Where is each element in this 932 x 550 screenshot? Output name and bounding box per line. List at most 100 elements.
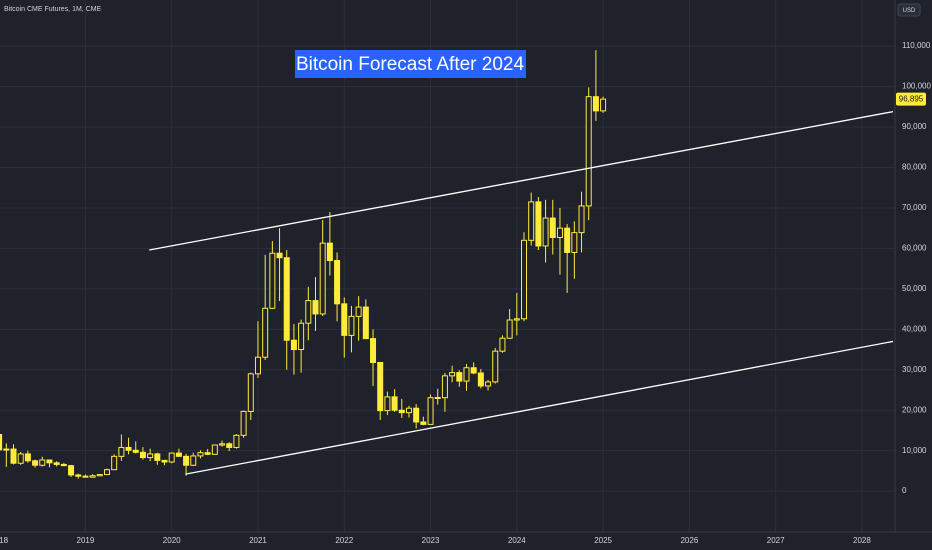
candle-body xyxy=(477,372,484,387)
candle-body xyxy=(298,322,305,351)
y-tick-label: 110,000 xyxy=(902,41,931,50)
candle-body xyxy=(39,459,46,466)
candle-body xyxy=(3,448,10,451)
x-tick-label: 2028 xyxy=(853,536,871,545)
candle-body xyxy=(190,455,197,466)
candle-body xyxy=(132,449,139,453)
candle-body xyxy=(470,367,477,374)
candle-body xyxy=(96,474,103,477)
candle-body xyxy=(398,409,405,414)
candle-body xyxy=(549,217,556,238)
candle-body xyxy=(499,337,506,352)
candle-body xyxy=(68,465,75,476)
candle-body xyxy=(556,227,563,238)
candle-body xyxy=(53,462,60,465)
y-tick-label: 90,000 xyxy=(902,122,927,131)
candle-body xyxy=(370,338,377,363)
candle-body xyxy=(362,306,369,340)
y-tick-label: 40,000 xyxy=(902,324,927,333)
candle-body xyxy=(247,373,254,412)
y-tick-label: 20,000 xyxy=(902,405,927,414)
candle-body xyxy=(506,319,513,339)
candle-body xyxy=(528,201,535,241)
candle-body xyxy=(542,217,549,247)
candle-body xyxy=(535,201,542,247)
candle-body xyxy=(125,446,132,451)
candle-body xyxy=(161,459,168,463)
x-tick-label: 2025 xyxy=(594,536,612,545)
candle-body xyxy=(348,315,355,336)
candle-body xyxy=(24,453,31,462)
candle-body xyxy=(571,232,578,253)
candle-body xyxy=(405,407,412,414)
x-tick-label: 2024 xyxy=(508,536,526,545)
candle-body xyxy=(32,460,39,466)
y-tick-label: 60,000 xyxy=(902,244,927,253)
currency-label: USD xyxy=(903,8,916,14)
y-tick-label: 0 xyxy=(902,486,907,495)
candle-body xyxy=(456,372,463,382)
candle-body xyxy=(183,455,190,466)
y-tick-label: 80,000 xyxy=(902,163,927,172)
x-tick-label: 2021 xyxy=(249,536,267,545)
candle-body xyxy=(449,372,456,377)
candle-body xyxy=(233,434,240,448)
candle-body xyxy=(290,339,297,351)
candle-body xyxy=(0,434,3,451)
candle-body xyxy=(82,475,89,478)
candle-body xyxy=(434,396,441,399)
y-tick-label: 10,000 xyxy=(902,446,927,455)
candle-body xyxy=(111,455,118,471)
candle-body xyxy=(197,452,204,457)
x-tick-label: 2019 xyxy=(77,536,95,545)
candle-body xyxy=(276,252,283,259)
last-price-label: 96,895 xyxy=(899,95,924,104)
y-tick-label: 30,000 xyxy=(902,365,927,374)
plot xyxy=(0,50,894,479)
candle-body xyxy=(89,475,96,478)
candle-body xyxy=(413,407,420,423)
candle-body xyxy=(254,356,261,375)
candle-body xyxy=(17,453,24,464)
candle-body xyxy=(147,453,154,459)
candle-body xyxy=(262,307,269,358)
candle-body xyxy=(305,300,312,324)
candle-body xyxy=(118,446,125,457)
candle-body xyxy=(485,381,492,387)
chart-title: Bitcoin Forecast After 2024 xyxy=(296,54,525,75)
y-tick-label: 50,000 xyxy=(902,284,927,293)
candle-body xyxy=(391,396,398,411)
last-price-box xyxy=(896,92,926,106)
candle-body xyxy=(319,242,326,315)
candle-body xyxy=(312,300,319,315)
candle-body xyxy=(103,469,110,476)
candle-body xyxy=(204,452,211,455)
candle-body xyxy=(10,448,17,464)
candle-body xyxy=(592,96,599,112)
x-tick-label: 2023 xyxy=(422,536,440,545)
candle-body xyxy=(355,306,362,317)
x-tick-label: 2020 xyxy=(163,536,181,545)
y-tick-label: 100,000 xyxy=(902,82,931,91)
candle-body xyxy=(585,96,592,207)
y-tick-label: 70,000 xyxy=(902,203,927,212)
candle-body xyxy=(521,239,528,320)
candle-body xyxy=(75,474,82,477)
candle-body xyxy=(283,257,290,341)
candle-body xyxy=(427,397,434,425)
candle-body xyxy=(175,452,182,457)
candle-body xyxy=(269,252,276,309)
candle-body xyxy=(226,443,233,448)
x-tick-label: 2022 xyxy=(335,536,353,545)
trend-line xyxy=(149,111,894,251)
candle-body xyxy=(564,227,571,253)
candle-body xyxy=(463,367,470,382)
candle-body xyxy=(219,443,226,446)
x-tick-label: 2027 xyxy=(767,536,785,545)
candle-body xyxy=(513,318,520,321)
x-tick-label: 2026 xyxy=(680,536,698,545)
candle-body xyxy=(326,242,333,262)
candle-body xyxy=(384,396,391,412)
